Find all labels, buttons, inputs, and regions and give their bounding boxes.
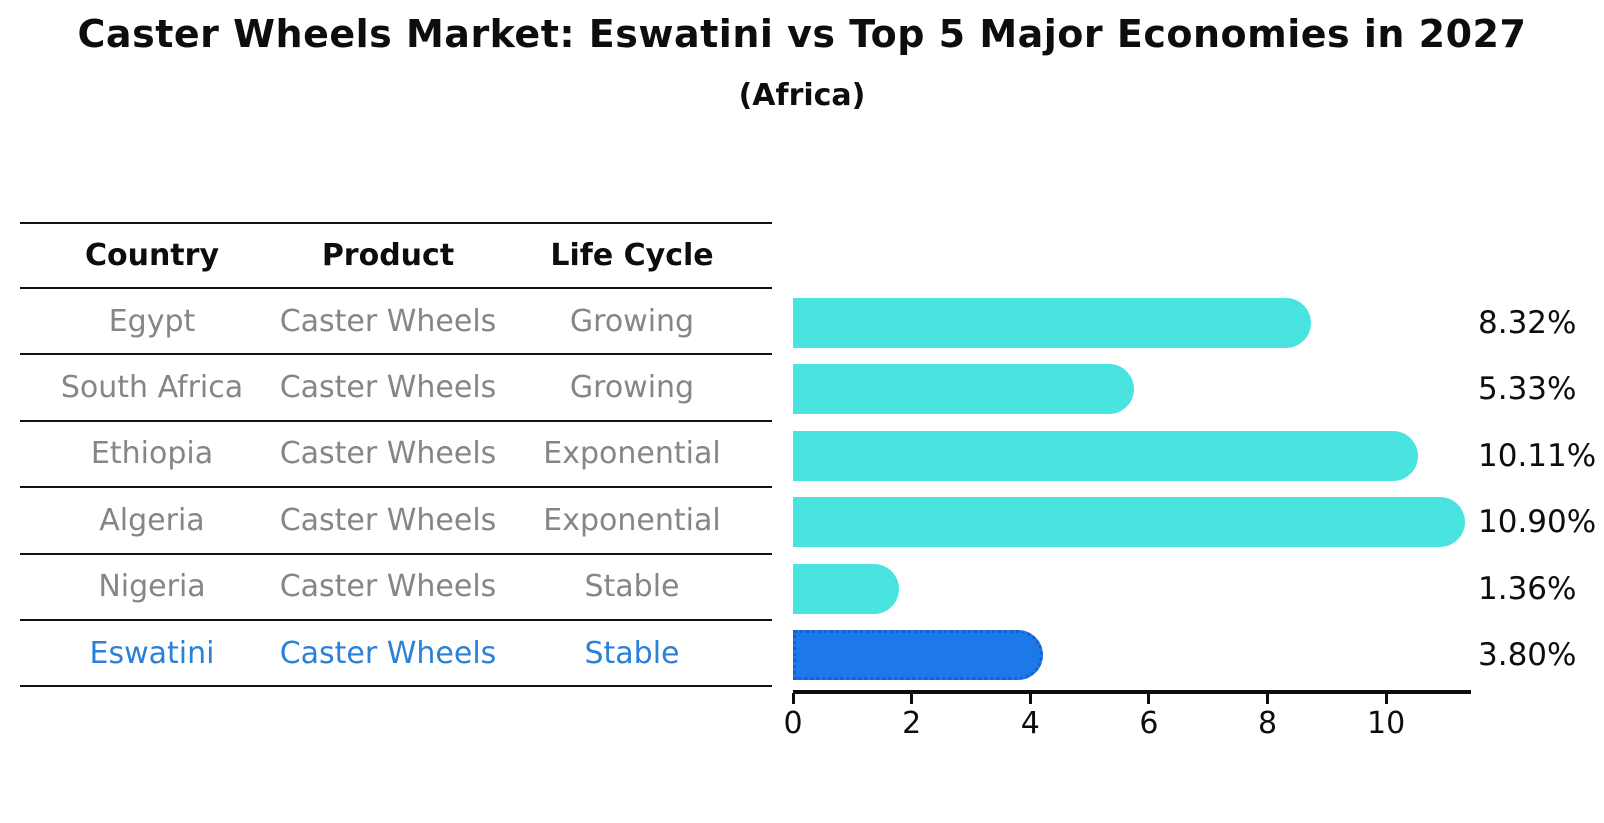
cell-life-cycle: Growing	[569, 370, 695, 406]
cell-country: Ethiopia	[90, 436, 214, 472]
chart-subtitle: (Africa)	[738, 78, 866, 113]
bar-eswatini	[793, 630, 1044, 680]
table-header-row: Country Product Life Cycle	[20, 222, 772, 289]
x-axis-line	[793, 690, 1471, 694]
table-row: South Africa Caster Wheels Growing	[20, 355, 772, 422]
bar-value-label: 3.80%	[1478, 637, 1577, 673]
x-axis-tick-label: 0	[783, 706, 803, 741]
bar-value-label: 1.36%	[1478, 570, 1577, 607]
table-row: Eswatini Caster Wheels Stable	[20, 621, 772, 688]
cell-country: Algeria	[99, 502, 205, 538]
x-axis-tick	[1147, 693, 1151, 704]
table-row: Nigeria Caster Wheels Stable	[20, 555, 772, 621]
x-axis-tick-label: 2	[902, 706, 922, 741]
cell-product: Caster Wheels	[279, 436, 497, 472]
bar-value-label: 8.32%	[1478, 305, 1577, 341]
bar-nigeria	[793, 563, 899, 614]
cell-life-cycle: Exponential	[543, 436, 721, 472]
bar-algeria	[793, 497, 1465, 548]
bar-value-label: 10.11%	[1478, 437, 1597, 474]
cell-product: Caster Wheels	[279, 635, 497, 671]
bar-value-label: 5.33%	[1478, 371, 1577, 408]
x-axis-tick-label: 4	[1020, 706, 1040, 741]
column-header-life-cycle: Life Cycle	[550, 238, 714, 273]
x-axis-tick	[1384, 693, 1388, 704]
column-header-product: Product	[321, 238, 455, 273]
table-row: Algeria Caster Wheels Exponential	[20, 488, 772, 555]
cell-product: Caster Wheels	[279, 569, 497, 605]
cell-country: Nigeria	[98, 569, 206, 605]
cell-life-cycle: Stable	[584, 569, 680, 605]
cell-country: Eswatini	[89, 635, 215, 671]
cell-country: Egypt	[108, 303, 196, 339]
x-axis-tick	[1028, 693, 1032, 704]
cell-product: Caster Wheels	[279, 370, 497, 406]
table-row: Ethiopia Caster Wheels Exponential	[20, 422, 772, 489]
cell-life-cycle: Growing	[569, 303, 695, 339]
cell-product: Caster Wheels	[279, 502, 497, 538]
cell-product: Caster Wheels	[279, 303, 497, 339]
chart-title: Caster Wheels Market: Eswatini vs Top 5 …	[77, 12, 1527, 56]
bar-value-label: 10.90%	[1478, 504, 1597, 541]
x-axis-tick-label: 10	[1367, 706, 1406, 741]
x-axis-tick	[910, 693, 914, 704]
x-axis-tick-label: 6	[1139, 706, 1159, 741]
x-axis-tick	[791, 693, 795, 704]
x-axis-tick-label: 8	[1257, 706, 1278, 741]
bar-ethiopia	[793, 430, 1418, 481]
column-header-country: Country	[84, 238, 220, 273]
x-axis-tick	[1266, 693, 1270, 704]
cell-life-cycle: Exponential	[543, 502, 721, 538]
cell-life-cycle: Stable	[584, 635, 680, 671]
table-row: Egypt Caster Wheels Growing	[20, 289, 772, 356]
data-table: Country Product Life Cycle Egypt Caster W…	[20, 222, 772, 688]
table-body: Egypt Caster Wheels Growing South Africa Cas…	[20, 289, 772, 688]
bar-south-africa	[793, 364, 1135, 415]
bar-egypt	[793, 298, 1312, 348]
cell-country: South Africa	[60, 370, 244, 406]
